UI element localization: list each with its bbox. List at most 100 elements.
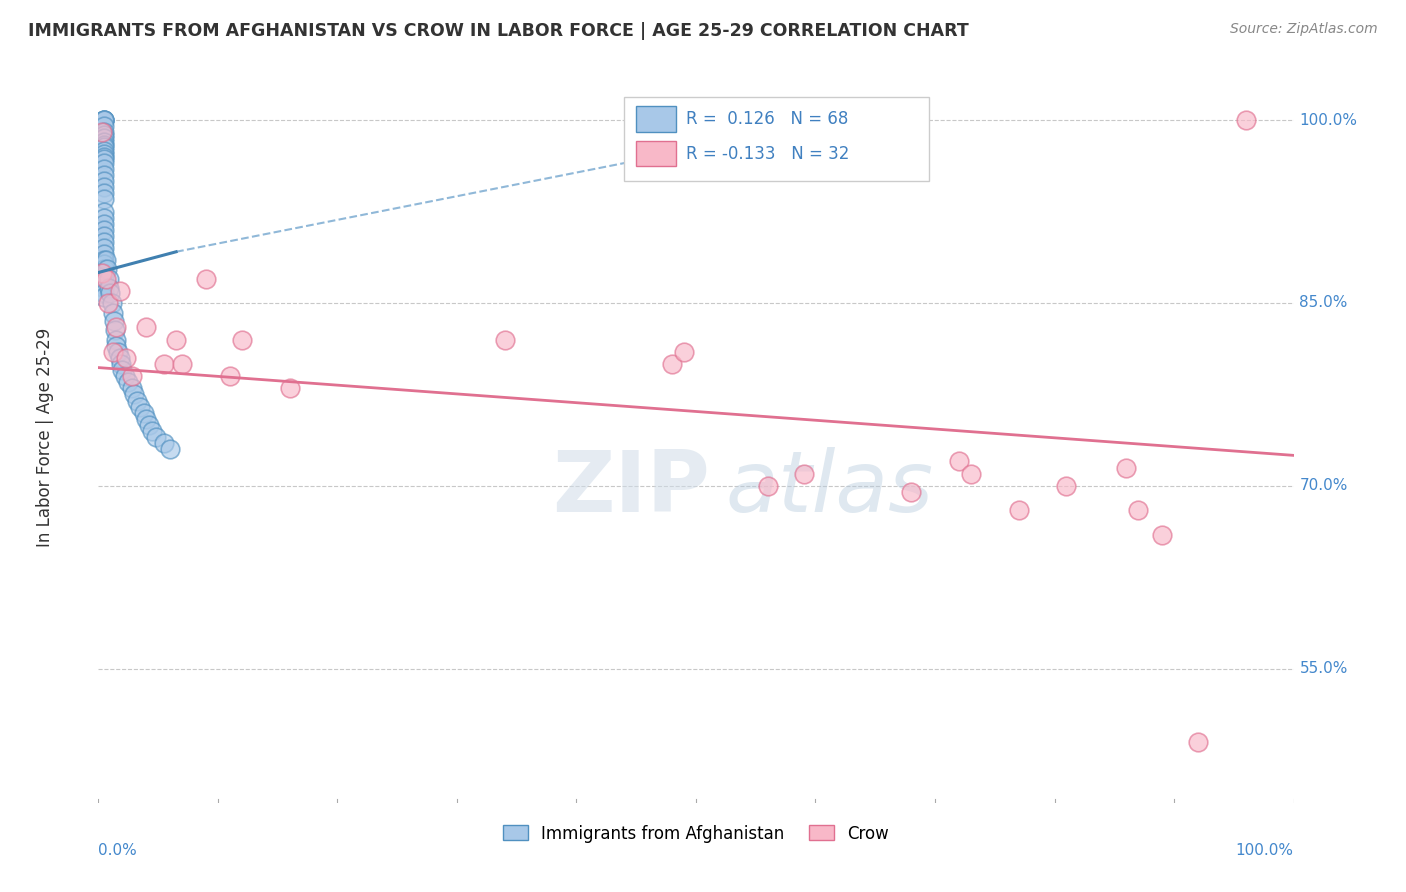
Point <box>93 155 115 169</box>
Point <box>93 223 115 237</box>
Point <box>278 381 301 395</box>
Point <box>93 228 115 243</box>
Point <box>93 265 115 279</box>
Point <box>93 211 115 225</box>
Point <box>107 344 129 359</box>
Text: 55.0%: 55.0% <box>1299 661 1348 676</box>
Point <box>93 113 115 128</box>
Point <box>121 369 143 384</box>
Point <box>105 339 128 353</box>
Point <box>93 120 115 134</box>
Point <box>93 144 115 158</box>
Point <box>93 135 115 149</box>
Point <box>93 174 115 188</box>
Point <box>124 387 146 401</box>
Point <box>1008 503 1031 517</box>
Point <box>93 113 115 128</box>
Point <box>115 351 138 365</box>
Point <box>93 217 115 231</box>
Point <box>94 271 117 285</box>
Point <box>93 286 115 301</box>
Point <box>960 467 983 481</box>
Point <box>104 323 127 337</box>
FancyBboxPatch shape <box>624 97 929 181</box>
Point <box>94 253 117 268</box>
Point <box>1152 527 1174 541</box>
Point <box>100 296 122 310</box>
Point <box>93 152 115 166</box>
Point <box>900 485 922 500</box>
Point <box>93 290 115 304</box>
Point <box>91 265 114 279</box>
Point <box>129 400 152 414</box>
Point <box>101 344 124 359</box>
Point <box>110 357 132 371</box>
Point <box>93 125 115 139</box>
Point <box>93 140 115 154</box>
Point <box>98 281 121 295</box>
Point <box>93 150 115 164</box>
Point <box>219 369 242 384</box>
Point <box>141 424 163 438</box>
Point <box>93 257 115 271</box>
Point <box>114 369 136 384</box>
Point <box>108 351 131 365</box>
Point <box>1187 735 1209 749</box>
Point <box>1115 460 1137 475</box>
Point <box>195 271 218 285</box>
Point <box>93 281 115 295</box>
Point <box>494 333 516 347</box>
Point <box>132 406 155 420</box>
Point <box>1128 503 1150 517</box>
FancyBboxPatch shape <box>637 106 676 132</box>
Text: In Labor Force | Age 25-29: In Labor Force | Age 25-29 <box>35 327 53 547</box>
Text: Source: ZipAtlas.com: Source: ZipAtlas.com <box>1230 22 1378 37</box>
Point <box>93 271 115 285</box>
Point <box>756 479 779 493</box>
Point <box>93 131 115 145</box>
Point <box>97 296 120 310</box>
Point <box>93 192 115 206</box>
Point <box>121 381 143 395</box>
Text: IMMIGRANTS FROM AFGHANISTAN VS CROW IN LABOR FORCE | AGE 25-29 CORRELATION CHART: IMMIGRANTS FROM AFGHANISTAN VS CROW IN L… <box>28 22 969 40</box>
Point <box>93 128 115 142</box>
Point <box>165 333 187 347</box>
Text: ZIP: ZIP <box>553 447 710 530</box>
Point <box>793 467 815 481</box>
Point <box>153 436 176 450</box>
Point <box>93 261 115 276</box>
Point <box>125 393 148 408</box>
FancyBboxPatch shape <box>637 141 676 167</box>
Point <box>135 412 157 426</box>
Text: R =  0.126   N = 68: R = 0.126 N = 68 <box>686 110 849 128</box>
Text: 85.0%: 85.0% <box>1299 295 1348 310</box>
Point <box>145 430 167 444</box>
Text: 0.0%: 0.0% <box>98 843 138 858</box>
Point <box>98 286 122 301</box>
Point <box>93 277 115 292</box>
Point <box>101 306 124 320</box>
Point <box>93 235 115 249</box>
Point <box>93 186 115 201</box>
Point <box>108 284 131 298</box>
Point <box>948 454 970 468</box>
Legend: Immigrants from Afghanistan, Crow: Immigrants from Afghanistan, Crow <box>496 818 896 849</box>
Point <box>1234 113 1257 128</box>
Point <box>159 442 181 457</box>
Point <box>673 344 696 359</box>
Point <box>96 261 118 276</box>
Text: 100.0%: 100.0% <box>1236 843 1294 858</box>
Text: R = -0.133   N = 32: R = -0.133 N = 32 <box>686 145 849 163</box>
Point <box>98 271 121 285</box>
Point <box>153 357 176 371</box>
Point <box>93 113 115 128</box>
Point <box>172 357 194 371</box>
Point <box>117 376 139 390</box>
Point <box>93 168 115 182</box>
Point <box>93 137 115 152</box>
Text: 100.0%: 100.0% <box>1299 112 1358 128</box>
Point <box>105 320 128 334</box>
Point <box>93 180 115 194</box>
Point <box>135 320 157 334</box>
Point <box>1056 479 1078 493</box>
